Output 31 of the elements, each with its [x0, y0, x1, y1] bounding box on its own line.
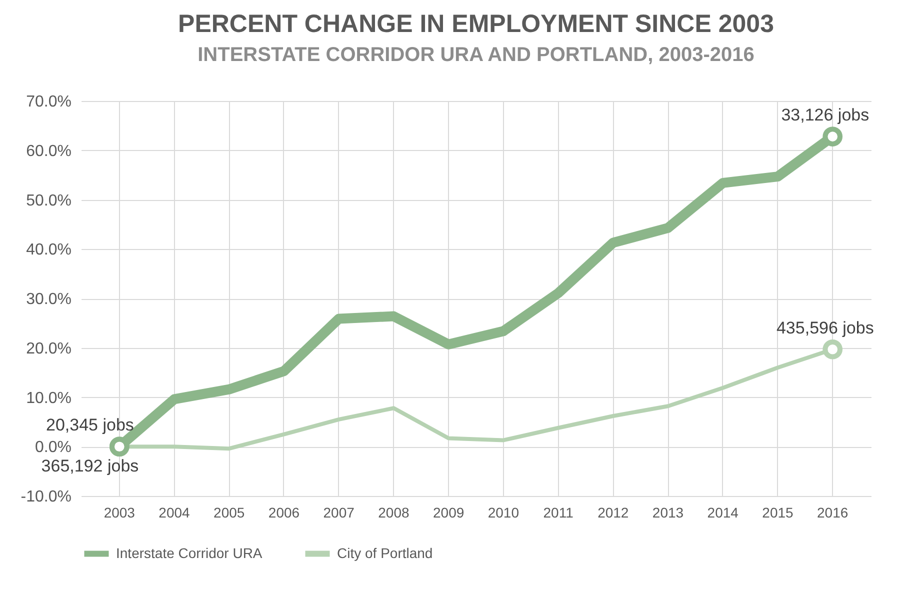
y-tick-label: -10.0% — [20, 488, 72, 506]
y-tick-label: 40.0% — [26, 242, 72, 259]
chart-title: PERCENT CHANGE IN EMPLOYMENT SINCE 2003 — [178, 10, 774, 38]
y-tick-label: 50.0% — [26, 192, 72, 210]
x-tick-label: 2015 — [762, 504, 794, 520]
x-tick-label: 2016 — [817, 504, 848, 520]
x-tick-label: 2004 — [158, 504, 190, 520]
legend-label: Interstate Corridor URA — [116, 544, 263, 561]
x-tick-label: 2003 — [104, 504, 136, 520]
y-tick-label: 30.0% — [26, 291, 72, 308]
x-tick-label: 2006 — [268, 504, 300, 520]
x-tick-label: 2012 — [598, 504, 629, 520]
annotation: 435,596 jobs — [776, 318, 874, 338]
x-tick-label: 2011 — [543, 504, 574, 520]
y-tick-label: 20.0% — [26, 340, 72, 358]
legend-label: City of Portland — [337, 544, 433, 561]
y-tick-label: 10.0% — [26, 390, 72, 407]
annotation: 20,345 jobs — [46, 416, 134, 435]
chart-subtitle: INTERSTATE CORRIDOR URA AND PORTLAND, 2003-2016 — [198, 44, 754, 66]
x-tick-label: 2005 — [214, 504, 245, 520]
x-tick-label: 2009 — [432, 504, 464, 520]
x-tick-label: 2013 — [652, 504, 684, 520]
annotation: 33,126 jobs — [781, 106, 870, 125]
x-tick-label: 2014 — [707, 504, 739, 520]
x-tick-label: 2010 — [488, 504, 520, 520]
y-tick-label: 70.0% — [26, 94, 72, 110]
y-tick-label: 60.0% — [26, 142, 72, 160]
x-tick-label: 2008 — [378, 504, 410, 520]
x-tick-label: 2007 — [323, 504, 355, 520]
annotation: 365,192 jobs — [41, 456, 139, 476]
y-tick-label: 0.0% — [35, 439, 72, 456]
